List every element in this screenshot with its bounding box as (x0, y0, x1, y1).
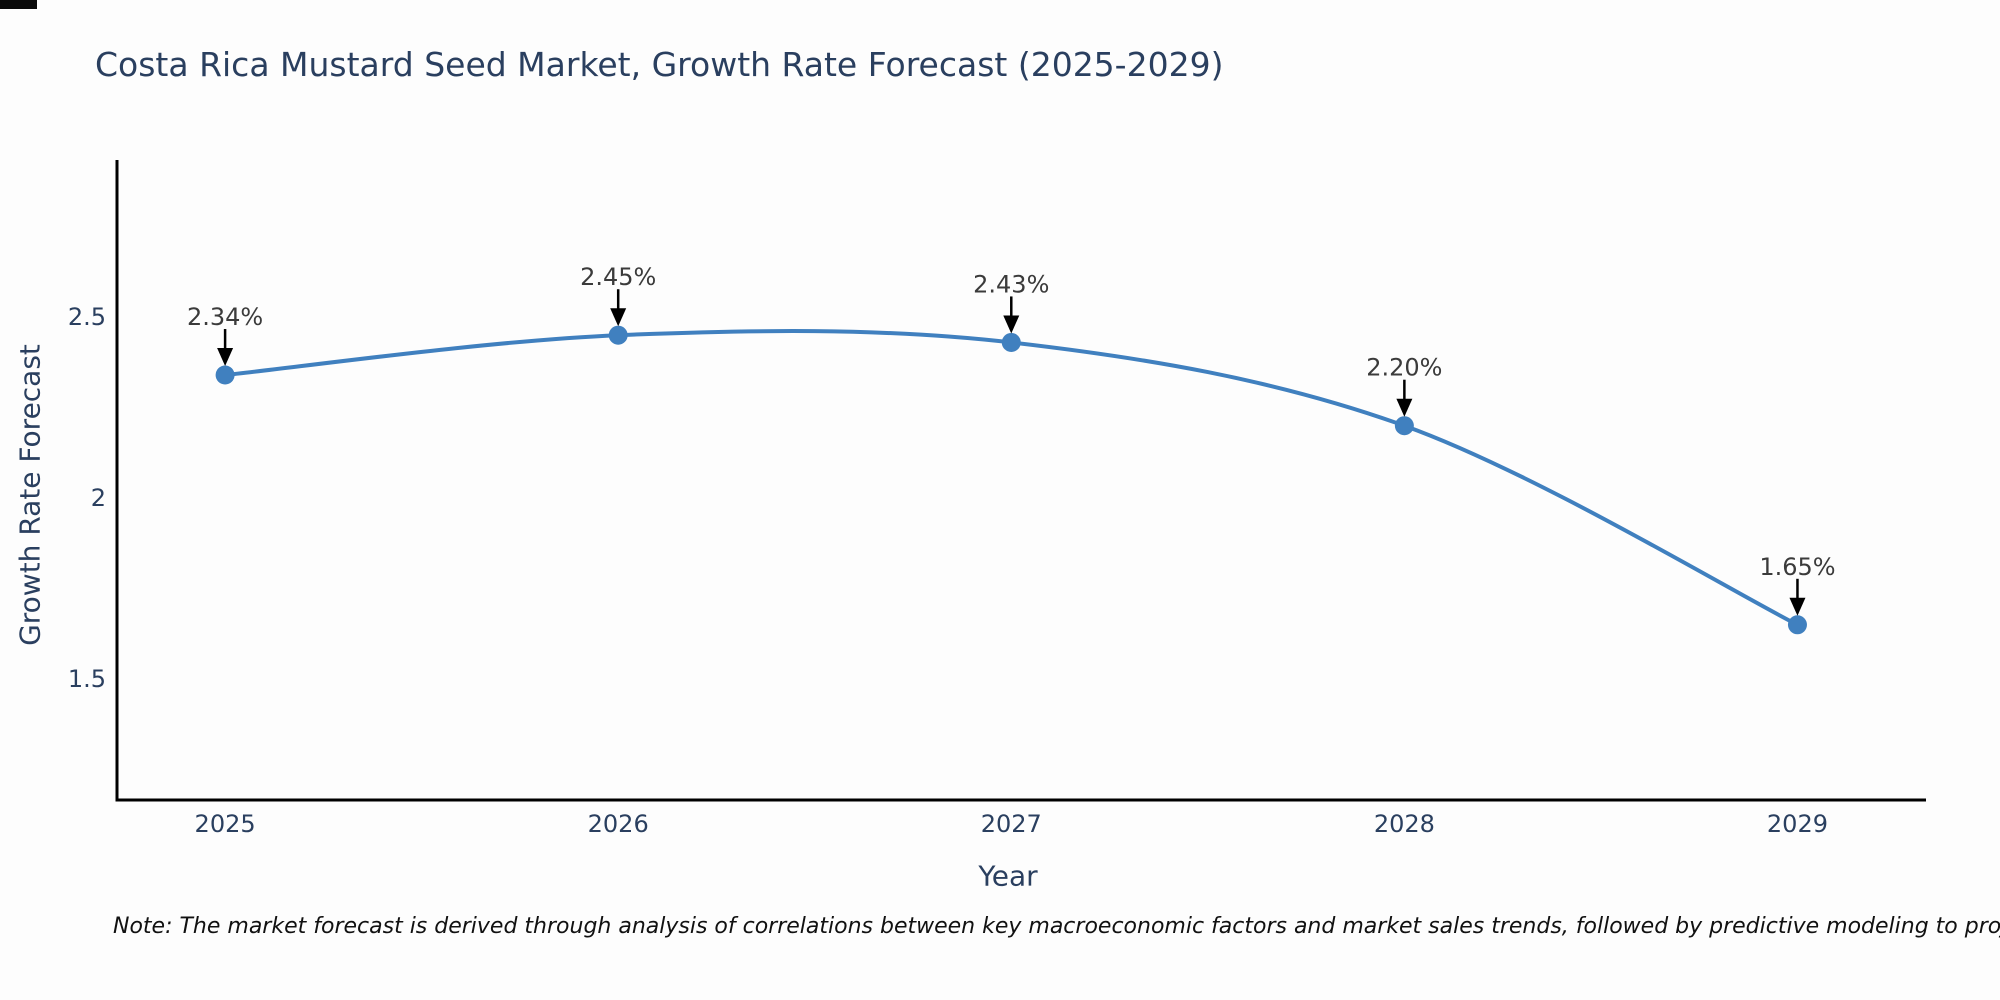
data-point-marker[interactable] (1394, 416, 1414, 436)
series-line (224, 329, 1799, 627)
annotation-arrowhead-icon (1789, 597, 1806, 616)
annotation-arrowhead-icon (1396, 398, 1413, 417)
data-point-marker[interactable] (1787, 615, 1807, 635)
data-point-marker[interactable] (1001, 332, 1021, 352)
corner-artifact (0, 0, 37, 9)
x-tick-label: 2025 (195, 810, 256, 838)
footnote: Note: The market forecast is derived thr… (113, 914, 2000, 939)
y-tick-label: 2.5 (68, 303, 106, 331)
axis-line (115, 160, 1926, 802)
annotation-label: 2.45% (580, 263, 656, 291)
annotation-label: 2.34% (187, 303, 263, 331)
annotation-label: 2.20% (1366, 354, 1442, 382)
x-tick-label: 2027 (981, 810, 1042, 838)
x-axis-title: Year (978, 859, 1038, 893)
annotation-arrowhead-icon (610, 308, 627, 327)
annotation-label: 1.65% (1759, 553, 1835, 581)
y-tick-label: 1.5 (68, 665, 106, 693)
y-tick-label: 2 (91, 484, 106, 512)
x-tick-label: 2028 (1374, 810, 1435, 838)
data-point-marker[interactable] (215, 365, 235, 385)
annotation-arrowhead-icon (217, 348, 234, 367)
data-point-marker[interactable] (608, 325, 628, 345)
annotation-arrowhead-icon (1003, 315, 1020, 334)
x-tick-label: 2026 (588, 810, 649, 838)
chart-title: Costa Rica Mustard Seed Market, Growth R… (95, 45, 1224, 84)
x-tick-label: 2029 (1767, 810, 1828, 838)
annotation-label: 2.43% (973, 270, 1049, 298)
